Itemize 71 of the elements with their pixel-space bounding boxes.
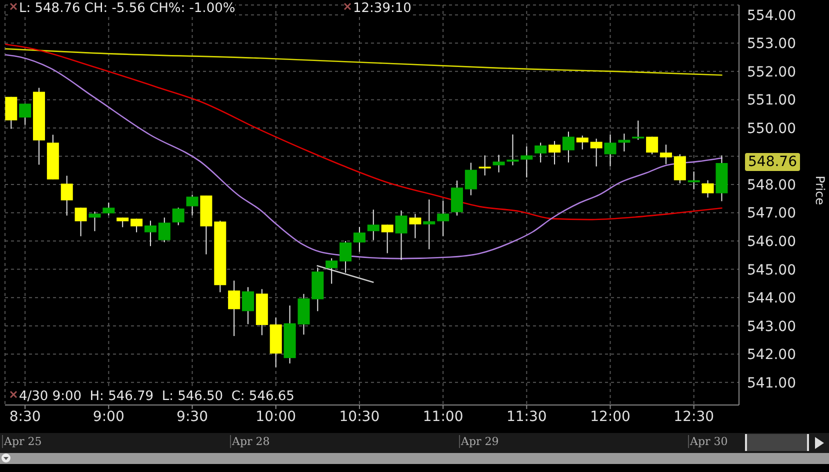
candlestick xyxy=(423,198,436,250)
candlestick xyxy=(702,180,714,198)
candlestick xyxy=(60,175,73,216)
candlestick xyxy=(353,226,366,252)
y-tick-label: 554.00 xyxy=(747,8,796,24)
y-tick-label: 541.00 xyxy=(747,375,796,392)
candlestick xyxy=(464,162,477,196)
text: Apr 25 xyxy=(2,435,42,448)
candlestick xyxy=(326,258,338,284)
line-series xyxy=(5,48,723,76)
y-tick-label: 546.00 xyxy=(747,234,796,250)
candlestick xyxy=(158,217,170,243)
text: Apr 29 xyxy=(459,435,499,448)
candlestick xyxy=(340,240,352,274)
candlestick xyxy=(5,96,18,130)
annotation: 12:39:10 xyxy=(344,1,412,16)
candlestick xyxy=(88,211,101,232)
y-tick-label: 552.00 xyxy=(747,64,796,80)
candlestick xyxy=(228,280,240,337)
candlestick xyxy=(604,134,616,167)
x-tick-label: 9:00 xyxy=(92,408,124,425)
line-series xyxy=(5,44,723,220)
y-tick-label: 543.00 xyxy=(747,318,796,335)
y-axis-title: Price xyxy=(812,176,827,205)
annotation: 548.76 xyxy=(745,153,800,172)
candlestick xyxy=(506,134,519,166)
x-tick-label: 10:00 xyxy=(256,408,296,425)
y-tick-label: 550.00 xyxy=(747,120,796,137)
x-tick-label: 12:30 xyxy=(674,408,714,425)
candlestick xyxy=(437,200,450,237)
candlestick xyxy=(130,218,143,233)
candlestick xyxy=(102,202,115,216)
candlestick xyxy=(632,120,644,140)
y-tick-label: 548.00 xyxy=(747,177,796,194)
candlestick xyxy=(186,194,198,216)
candlestick xyxy=(144,220,156,247)
candlestick xyxy=(367,209,380,241)
annotation: 4/30 9:00 H: 546.79 L: 546.50 C: 546.65 xyxy=(10,389,294,404)
candlestick xyxy=(548,140,561,165)
candlestick xyxy=(562,131,574,163)
x-tick-label: 8:30 xyxy=(9,408,41,425)
candlestick xyxy=(492,154,505,173)
candlestick xyxy=(478,154,491,176)
candlestick xyxy=(646,136,658,155)
x-tick-label: 11:30 xyxy=(506,408,547,425)
candlestick xyxy=(395,210,408,260)
y-tick-label: 545.00 xyxy=(747,262,796,278)
candlestick xyxy=(172,207,184,226)
x-tick-label: 11:00 xyxy=(422,408,464,425)
candlestick xyxy=(19,103,32,126)
candlestick xyxy=(576,135,588,150)
candlestick xyxy=(590,138,602,167)
x-tick-label: 12:00 xyxy=(590,408,630,425)
annotation: L: 548.76 CH: -5.56 CH%: -1.00% xyxy=(10,1,236,16)
x-tick-label: 10:30 xyxy=(339,408,380,425)
candlestick xyxy=(534,142,547,163)
y-tick-label: 551.00 xyxy=(747,92,796,109)
y-tick-label: 544.00 xyxy=(747,290,796,307)
candlestick xyxy=(520,146,533,178)
y-tick-label: 553.00 xyxy=(747,36,796,52)
candlestick xyxy=(116,217,129,228)
y-tick-label: 542.00 xyxy=(747,347,796,364)
candlestick xyxy=(381,224,394,254)
text: Apr 30 xyxy=(688,435,728,448)
candlestick xyxy=(660,144,672,165)
candlestick xyxy=(74,207,87,237)
text: Apr 28 xyxy=(230,435,270,448)
y-tick-label: 547.00 xyxy=(747,206,796,222)
x-tick-label: 9:30 xyxy=(176,408,208,425)
candlestick xyxy=(242,286,254,325)
candlestick xyxy=(409,213,422,239)
